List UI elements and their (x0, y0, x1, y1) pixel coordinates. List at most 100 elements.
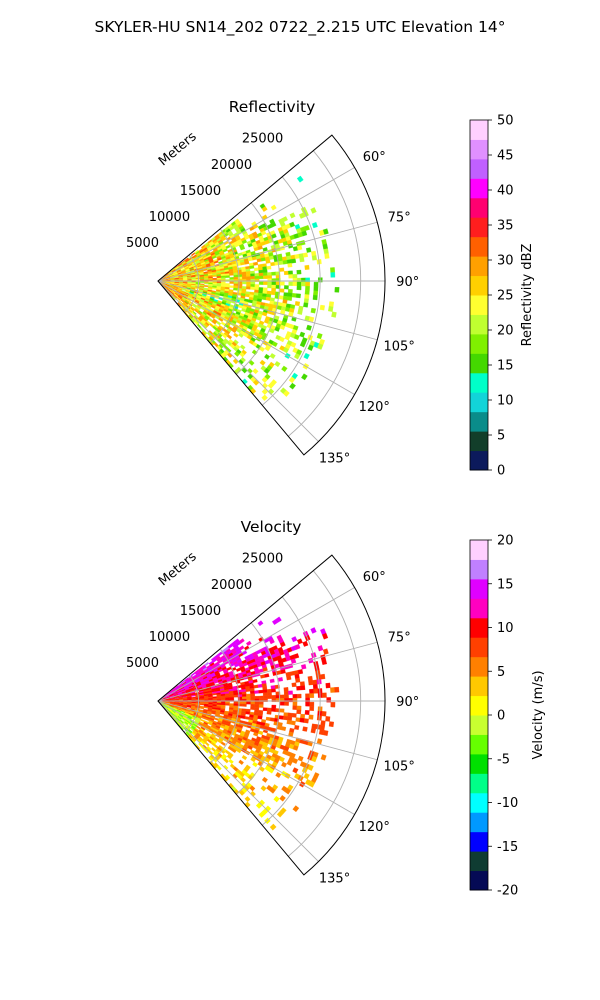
radial-tick-label: 25000 (242, 132, 283, 147)
reflectivity-cell (229, 285, 234, 289)
velocity-cell (279, 795, 286, 802)
velocity-cell (258, 730, 264, 736)
velocity-cell (213, 717, 219, 721)
reflectivity-cell (306, 324, 312, 331)
radial-tick-label: 5000 (126, 656, 159, 671)
velocity-cell (258, 701, 264, 705)
reflectivity-cell (291, 258, 297, 264)
reflectivity-cell (241, 274, 247, 278)
colorbar-segment (470, 314, 488, 335)
velocity-cell (287, 712, 293, 718)
reflectivity-cell (301, 281, 306, 287)
velocity-cell (290, 720, 296, 726)
reflectivity-cell (259, 359, 266, 366)
reflectivity-cell (203, 285, 209, 288)
reflectivity-cell (271, 271, 277, 276)
grid-arc (287, 150, 362, 437)
reflectivity-cell (271, 233, 277, 239)
reflectivity-cell (279, 324, 286, 330)
reflectivity-cell (250, 286, 255, 290)
velocity-cell (322, 648, 329, 655)
reflectivity-cell (269, 328, 275, 334)
reflectivity-cell (305, 281, 310, 287)
reflectivity-cell (229, 277, 235, 280)
velocity-cell (265, 716, 271, 721)
velocity-cell (302, 726, 308, 732)
velocity-cell (254, 695, 260, 700)
grid-arc (287, 570, 362, 857)
velocity-cell (320, 673, 326, 680)
reflectivity-cell (252, 368, 259, 375)
velocity-cell (259, 766, 266, 772)
velocity-cell (267, 707, 272, 712)
velocity-cell (291, 713, 297, 718)
colorbar-segment (470, 656, 488, 677)
velocity-cell (307, 675, 313, 682)
reflectivity-cell (245, 293, 250, 298)
velocity-cell (212, 697, 218, 701)
colorbar-tick-label: -20 (497, 884, 518, 899)
colorbar-segment (470, 295, 488, 315)
velocity-cell (311, 723, 317, 729)
grid-spoke (157, 700, 355, 815)
radial-tick-label: 25000 (242, 552, 283, 567)
velocity-cell (322, 692, 327, 698)
reflectivity-cell (265, 296, 271, 301)
reflectivity-cell (262, 287, 268, 292)
velocity-cell (275, 771, 282, 779)
reflectivity-cell (229, 281, 235, 284)
reflectivity-cell (301, 230, 308, 237)
velocity-cell (258, 704, 264, 708)
colorbar-segment (470, 256, 488, 277)
reflectivity-cell (294, 353, 301, 360)
reflectivity-cell (233, 276, 239, 280)
reflectivity-cell (208, 278, 213, 281)
reflectivity-cell (250, 270, 255, 275)
velocity-cell (258, 695, 264, 700)
velocity-cell (269, 717, 275, 722)
colorbar-segment (470, 178, 488, 199)
angle-tick-label: 75° (388, 210, 411, 225)
velocity-cell (258, 811, 266, 818)
velocity-title: Velocity (241, 518, 302, 536)
colorbar-segment (470, 695, 488, 716)
reflectivity-cell (261, 394, 268, 402)
grid-spoke (157, 221, 378, 282)
velocity-cell (269, 678, 275, 683)
velocity-cell (313, 688, 319, 694)
reflectivity-cell (269, 255, 275, 260)
reflectivity-cell (328, 306, 334, 312)
velocity-cell (271, 688, 276, 693)
colorbar-tick-label: 20 (497, 324, 514, 339)
reflectivity-cell (271, 284, 277, 289)
reflectivity-cell (301, 373, 308, 381)
velocity-cell (250, 693, 255, 697)
velocity-cell (263, 695, 268, 699)
reflectivity-cell (287, 296, 293, 301)
velocity-cell (257, 620, 264, 627)
reflectivity-radial-label: Meters (156, 129, 200, 169)
reflectivity-cell (282, 259, 288, 265)
velocity-cell (323, 730, 329, 736)
reflectivity-cell (287, 292, 293, 298)
velocity-cell (260, 674, 266, 679)
reflectivity-cell (239, 246, 246, 251)
velocity-cell (294, 643, 301, 650)
grid-spoke (157, 280, 319, 442)
reflectivity-cell (304, 294, 310, 300)
angle-tick-label: 75° (388, 630, 411, 645)
angle-tick-label: 120° (359, 820, 390, 835)
angle-tick-label: 105° (384, 760, 415, 775)
velocity-cell (297, 669, 304, 675)
velocity-cell (334, 686, 340, 693)
reflectivity-cell (295, 293, 301, 299)
reflectivity-cell (286, 259, 292, 264)
reflectivity-cell (292, 274, 298, 279)
colorbar-segment (470, 676, 488, 697)
velocity-cell (283, 690, 289, 695)
radial-tick-label: 15000 (180, 604, 221, 619)
reflectivity-cell (297, 309, 303, 315)
reflectivity-cell (302, 252, 308, 258)
velocity-cell (216, 701, 222, 704)
